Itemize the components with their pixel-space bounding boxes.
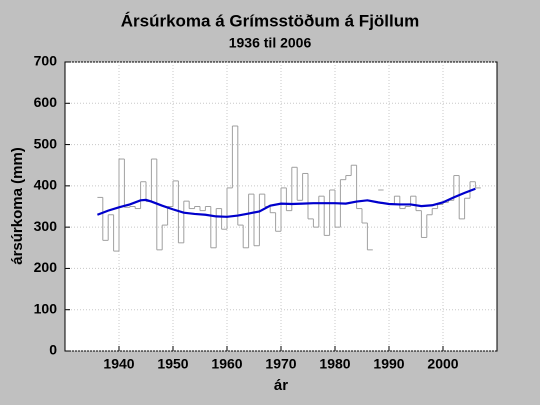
chart-title: Ársúrkoma á Grímsstöðum á Fjöllum — [121, 11, 420, 30]
y-tick-label: 700 — [34, 53, 58, 69]
x-tick-label: 1940 — [103, 356, 134, 372]
x-tick-label: 2000 — [427, 356, 458, 372]
x-axis-label: ár — [274, 377, 288, 394]
y-axis-label: ársúrkoma (mm) — [9, 147, 26, 265]
smoothed-line — [97, 187, 476, 218]
x-tick-label: 1960 — [211, 356, 242, 372]
y-tick-label: 200 — [34, 259, 58, 275]
y-tick-label: 400 — [34, 177, 58, 193]
y-tick-label: 500 — [34, 135, 58, 151]
x-tick-label: 1950 — [157, 356, 188, 372]
y-tick-label: 600 — [34, 94, 58, 110]
y-tick-label: 300 — [34, 218, 58, 234]
x-tick-label: 1970 — [265, 356, 296, 372]
y-tick-label: 0 — [49, 342, 57, 358]
y-tick-label: 100 — [34, 300, 58, 316]
x-tick-label: 1980 — [319, 356, 350, 372]
x-tick-label: 1990 — [373, 356, 404, 372]
chart-subtitle: 1936 til 2006 — [229, 35, 312, 51]
